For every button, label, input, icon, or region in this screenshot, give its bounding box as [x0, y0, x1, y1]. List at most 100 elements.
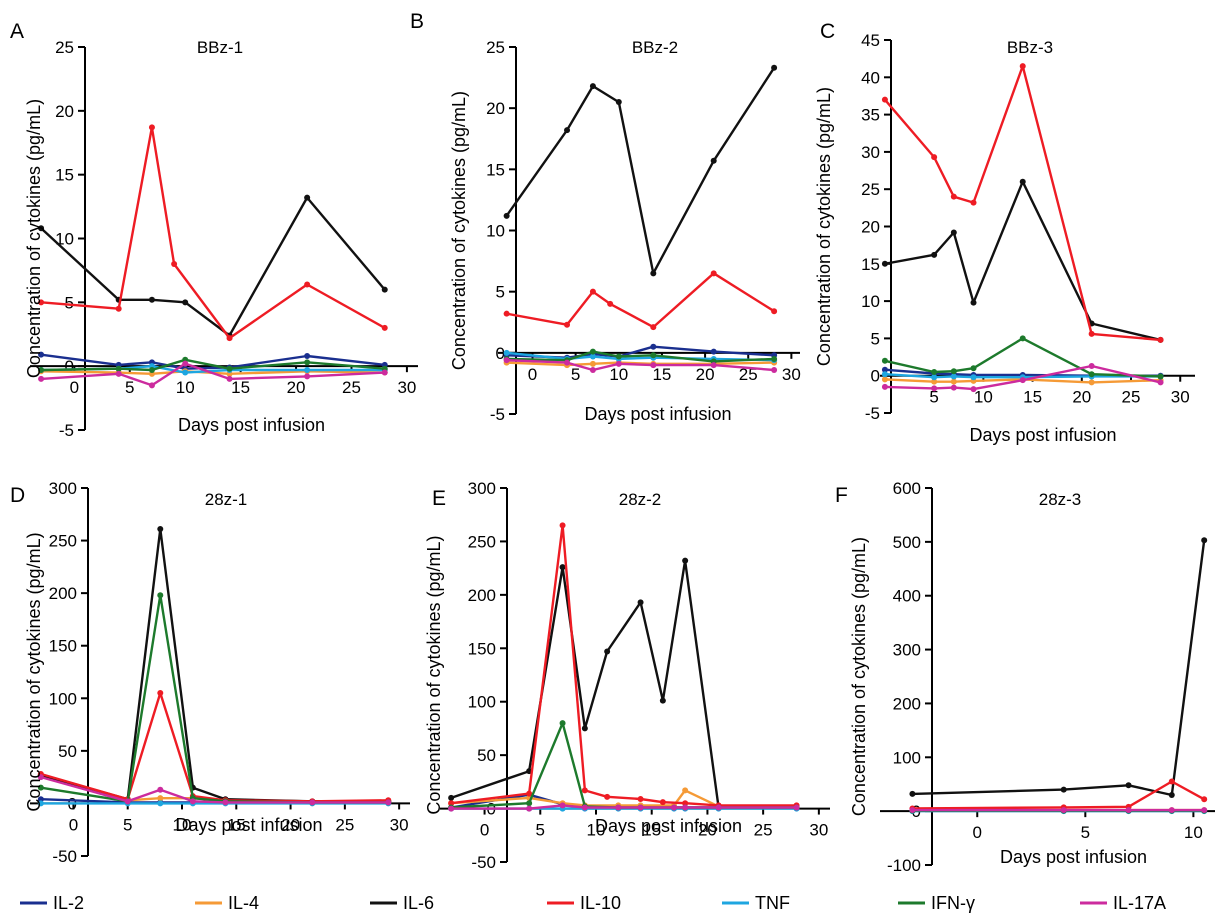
panel-label: A — [10, 20, 24, 43]
data-point — [304, 352, 311, 359]
data-point — [38, 375, 45, 382]
x-tick-label: 10 — [173, 815, 192, 834]
data-point — [309, 799, 316, 806]
data-point — [1157, 373, 1164, 380]
data-point — [950, 373, 957, 380]
data-point — [448, 794, 455, 801]
data-point — [1088, 363, 1095, 370]
x-tick-label: 10 — [587, 821, 606, 840]
data-point — [1060, 786, 1067, 793]
series-line-il-10 — [883, 64, 1161, 342]
data-point — [682, 800, 689, 807]
data-point — [1019, 63, 1026, 70]
data-point — [503, 310, 510, 317]
x-tick-label: 20 — [696, 365, 715, 384]
y-tick-label: 25 — [55, 38, 74, 57]
data-point — [157, 800, 164, 807]
legend-item: TNF — [722, 893, 790, 913]
data-point — [650, 362, 657, 369]
data-point — [526, 790, 533, 797]
x-tick-label: 5 — [929, 388, 938, 407]
data-point — [881, 371, 888, 378]
x-axis-label: Days post infusion — [178, 415, 325, 435]
x-tick-label: 0 — [973, 823, 982, 842]
data-point — [659, 697, 666, 704]
x-tick-label: 0 — [69, 815, 78, 834]
x-tick-label: 25 — [754, 821, 773, 840]
legend-item: IFN-γ — [898, 893, 975, 913]
data-point — [615, 99, 622, 106]
data-point — [950, 368, 957, 375]
y-tick-label: 20 — [55, 102, 74, 121]
data-point — [1019, 377, 1026, 384]
data-point — [1088, 371, 1095, 378]
data-point — [37, 796, 44, 803]
y-tick-label: 25 — [486, 38, 505, 57]
data-point — [37, 774, 44, 781]
data-point — [448, 800, 455, 807]
legend-label: IFN-γ — [931, 893, 975, 913]
data-point — [226, 375, 233, 382]
x-tick-label: 10 — [609, 365, 628, 384]
data-point — [38, 351, 45, 358]
x-tick-label: 15 — [652, 365, 671, 384]
data-point — [38, 299, 45, 306]
y-tick-label: 5 — [871, 329, 880, 348]
data-point — [1168, 791, 1175, 798]
series-line-ifn-γ — [451, 721, 797, 809]
series-line-il-6 — [450, 559, 797, 809]
data-point — [710, 157, 717, 164]
y-tick-label: 45 — [861, 31, 880, 50]
data-point — [304, 359, 311, 366]
data-point — [559, 522, 566, 529]
data-point — [115, 305, 122, 312]
data-point — [1125, 807, 1132, 814]
data-point — [304, 366, 311, 373]
data-point — [526, 800, 533, 807]
x-tick-label: 0 — [70, 378, 79, 397]
x-axis-label: Days post infusion — [175, 815, 322, 835]
data-point — [931, 374, 938, 381]
data-point — [659, 799, 666, 806]
x-tick-label: 25 — [739, 365, 758, 384]
data-point — [182, 369, 189, 376]
data-point — [909, 790, 916, 797]
data-point — [381, 369, 388, 376]
x-tick-label: 25 — [342, 378, 361, 397]
x-tick-label: 10 — [176, 378, 195, 397]
x-tick-label: 20 — [1072, 388, 1091, 407]
data-point — [581, 725, 588, 732]
panel-label: E — [432, 487, 446, 510]
data-point — [381, 286, 388, 293]
series-line-il-10 — [506, 272, 775, 329]
panel-label: F — [835, 484, 848, 507]
series-line-il-6 — [884, 180, 1161, 342]
data-point — [950, 378, 957, 385]
series-line-il-17a — [451, 804, 797, 810]
data-point — [38, 366, 45, 373]
y-tick-label: 400 — [893, 587, 921, 606]
data-point — [970, 299, 977, 306]
data-point — [589, 366, 596, 373]
data-point — [970, 199, 977, 206]
data-point — [881, 376, 888, 383]
data-point — [115, 365, 122, 372]
legend: IL-2 IL-4 IL-6 IL-10 TNF IFN-γ IL-17A — [20, 893, 1166, 913]
data-point — [1125, 782, 1132, 789]
y-tick-label: 0 — [871, 367, 880, 386]
data-point — [148, 296, 155, 303]
y-tick-label: 15 — [55, 166, 74, 185]
x-tick-label: 5 — [571, 365, 580, 384]
legend-label: IL-2 — [53, 893, 84, 913]
x-tick-label: 25 — [1122, 388, 1141, 407]
y-tick-label: 40 — [861, 68, 880, 87]
x-tick-label: 30 — [809, 821, 828, 840]
series-line-ifn-γ — [40, 594, 389, 804]
y-tick-label: 150 — [468, 639, 496, 658]
data-point — [589, 360, 596, 367]
panel-title: 28z-3 — [1039, 490, 1082, 509]
x-tick-label: 30 — [782, 365, 801, 384]
panel-label: D — [10, 484, 25, 507]
y-tick-label: -100 — [887, 856, 921, 875]
